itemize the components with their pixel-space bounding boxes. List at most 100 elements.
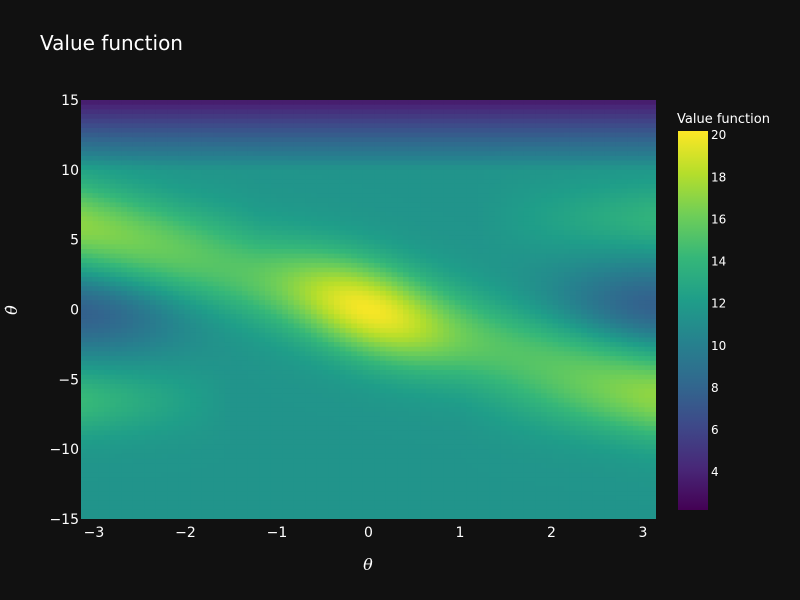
heatmap-cell xyxy=(253,388,260,394)
heatmap-cell xyxy=(265,416,272,422)
heatmap-cell xyxy=(115,397,122,404)
heatmap-cell xyxy=(173,407,180,413)
heatmap-cell xyxy=(288,318,295,325)
heatmap-cell xyxy=(150,430,157,436)
heatmap-cell xyxy=(391,258,398,264)
heatmap-cell xyxy=(236,342,243,348)
heatmap-cell xyxy=(173,342,180,348)
heatmap-cell xyxy=(265,188,272,194)
heatmap-cell xyxy=(138,169,145,176)
heatmap-cell xyxy=(345,509,352,515)
heatmap-cell xyxy=(144,318,151,325)
heatmap-cell xyxy=(397,253,404,259)
heatmap-cell xyxy=(305,346,312,352)
heatmap-cell xyxy=(357,100,364,106)
heatmap-cell xyxy=(219,346,226,352)
heatmap-cell xyxy=(282,383,289,390)
heatmap-cell xyxy=(127,486,134,492)
heatmap-cell xyxy=(178,235,186,241)
heatmap-cell xyxy=(247,104,255,110)
heatmap-cell xyxy=(293,211,301,217)
heatmap-cell xyxy=(213,165,220,171)
heatmap-cell xyxy=(115,239,122,245)
heatmap-cell xyxy=(322,262,329,269)
heatmap-cell xyxy=(167,374,174,380)
heatmap-cell xyxy=(362,435,370,441)
heatmap-cell xyxy=(150,467,157,474)
heatmap-cell xyxy=(190,118,197,124)
heatmap-cell xyxy=(230,141,237,148)
heatmap-cell xyxy=(178,165,186,171)
heatmap-cell xyxy=(92,244,99,250)
heatmap-cell xyxy=(357,481,364,488)
heatmap-cell xyxy=(115,416,122,422)
heatmap-cell xyxy=(380,183,387,190)
heatmap-cell xyxy=(311,216,318,222)
heatmap-cell xyxy=(247,211,255,217)
heatmap-cell xyxy=(380,253,387,259)
heatmap-cell xyxy=(334,155,341,162)
heatmap-cell xyxy=(201,290,209,297)
heatmap-cell xyxy=(242,290,249,297)
heatmap-cell xyxy=(316,514,324,519)
heatmap-cell xyxy=(184,179,191,185)
heatmap-cell xyxy=(184,491,191,497)
heatmap-cell xyxy=(138,453,145,460)
heatmap-cell xyxy=(293,155,301,162)
heatmap-cell xyxy=(397,230,404,236)
heatmap-cell xyxy=(247,267,255,273)
heatmap-cell xyxy=(132,318,140,325)
heatmap-cell xyxy=(138,188,145,194)
heatmap-cell xyxy=(201,179,209,185)
heatmap-cell xyxy=(385,397,393,404)
heatmap-cell xyxy=(282,467,289,474)
heatmap-cell xyxy=(201,118,209,124)
heatmap-cell xyxy=(322,188,329,194)
heatmap-cell xyxy=(345,104,352,110)
heatmap-cell xyxy=(270,290,278,297)
heatmap-cell xyxy=(374,435,381,441)
heatmap-cell xyxy=(276,230,283,236)
heatmap-cell xyxy=(316,230,324,236)
heatmap-cell xyxy=(391,374,398,380)
heatmap-cell xyxy=(368,477,375,483)
heatmap-cell xyxy=(368,304,375,311)
heatmap-cell xyxy=(299,235,306,241)
heatmap-cell xyxy=(293,230,301,236)
heatmap-cell xyxy=(293,309,301,315)
heatmap-cell xyxy=(104,495,111,501)
heatmap-cell xyxy=(167,477,174,483)
heatmap-cell xyxy=(86,430,94,436)
heatmap-cell xyxy=(339,262,347,269)
heatmap-cell xyxy=(132,360,140,366)
heatmap-cell xyxy=(316,411,324,418)
heatmap-cell xyxy=(144,160,151,166)
heatmap-cell xyxy=(374,169,381,176)
heatmap-cell xyxy=(299,411,306,418)
heatmap-cell xyxy=(81,262,88,269)
heatmap-cell xyxy=(219,253,226,259)
heatmap-cell xyxy=(173,132,180,138)
heatmap-cell xyxy=(305,127,312,134)
heatmap-cell xyxy=(339,290,347,297)
heatmap-cell xyxy=(144,258,151,264)
heatmap-cell xyxy=(224,281,232,287)
heatmap-cell xyxy=(293,253,301,259)
heatmap-cell xyxy=(167,505,174,511)
heatmap-cell xyxy=(288,505,295,511)
heatmap-cell xyxy=(115,155,122,162)
heatmap-cell xyxy=(219,267,226,273)
heatmap-cell xyxy=(144,495,151,501)
heatmap-cell xyxy=(334,165,341,171)
heatmap-cell xyxy=(259,193,266,199)
heatmap-cell xyxy=(339,174,347,180)
heatmap-cell xyxy=(121,244,128,250)
heatmap-cell xyxy=(322,174,329,180)
heatmap-cell xyxy=(247,500,255,506)
heatmap-cell xyxy=(132,253,140,259)
heatmap-cell xyxy=(196,100,203,106)
heatmap-cell xyxy=(322,309,329,315)
heatmap-cell xyxy=(224,379,232,385)
heatmap-cell xyxy=(81,453,88,460)
heatmap-cell xyxy=(299,421,306,427)
